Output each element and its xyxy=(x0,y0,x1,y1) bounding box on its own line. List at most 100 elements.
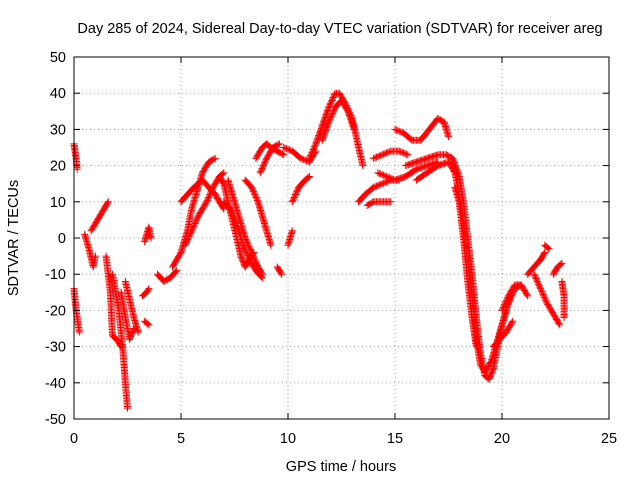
data-point xyxy=(325,104,333,112)
data-point xyxy=(257,166,265,174)
data-point xyxy=(374,153,382,161)
data-point xyxy=(530,270,538,278)
data-point xyxy=(533,277,541,285)
data-points xyxy=(70,89,568,412)
data-point xyxy=(309,147,317,155)
data-point xyxy=(499,304,507,312)
y-tick-label: -30 xyxy=(45,340,66,356)
data-point xyxy=(278,270,286,278)
data-point xyxy=(290,193,298,201)
data-point xyxy=(359,162,367,170)
data-point xyxy=(380,171,388,179)
data-point xyxy=(502,298,510,306)
data-point xyxy=(377,151,385,159)
data-point xyxy=(134,328,142,336)
data-point xyxy=(229,212,237,220)
data-point xyxy=(253,196,261,204)
data-point xyxy=(220,169,228,177)
data-point xyxy=(531,273,539,281)
data-point xyxy=(326,101,334,109)
data-point xyxy=(370,154,378,162)
data-point xyxy=(291,191,299,199)
data-point xyxy=(207,188,215,196)
data-point xyxy=(558,259,566,267)
chart-title: Day 285 of 2024, Sidereal Day-to-day VTE… xyxy=(77,21,602,37)
data-point xyxy=(244,253,252,261)
data-point xyxy=(203,196,211,204)
data-point xyxy=(499,305,507,313)
data-point xyxy=(329,95,337,103)
data-point xyxy=(328,96,336,104)
data-point xyxy=(539,290,547,298)
data-point xyxy=(206,191,214,199)
data-point xyxy=(306,153,314,161)
data-point xyxy=(540,292,548,300)
data-point xyxy=(211,154,219,162)
data-point xyxy=(256,169,264,177)
data-point xyxy=(304,173,312,181)
data-point xyxy=(397,148,405,156)
data-point xyxy=(210,155,218,163)
data-point xyxy=(229,211,237,219)
y-tick-label: 0 xyxy=(58,231,66,247)
data-point xyxy=(325,102,333,110)
data-point xyxy=(190,222,198,230)
data-point xyxy=(297,154,305,162)
data-point xyxy=(384,173,392,181)
data-point xyxy=(502,296,510,304)
data-point xyxy=(395,147,403,155)
data-point xyxy=(536,283,544,291)
data-point xyxy=(242,247,250,255)
data-point xyxy=(555,320,563,328)
data-point xyxy=(329,94,337,102)
data-point xyxy=(500,302,508,310)
data-point xyxy=(309,146,317,154)
data-point xyxy=(472,343,480,351)
data-point xyxy=(239,241,247,249)
data-point xyxy=(532,275,540,283)
data-point xyxy=(129,326,137,334)
data-point xyxy=(370,183,378,191)
data-point xyxy=(240,244,248,252)
data-point xyxy=(189,224,197,232)
data-point xyxy=(371,183,379,191)
data-point xyxy=(538,288,546,296)
data-point xyxy=(501,301,509,309)
data-point xyxy=(259,163,267,171)
data-point xyxy=(205,193,213,201)
data-point xyxy=(184,235,192,243)
data-point xyxy=(524,292,532,300)
data-point xyxy=(374,182,382,190)
data-point xyxy=(397,128,405,136)
data-point xyxy=(557,260,565,268)
data-point xyxy=(382,149,390,157)
y-tick-label: -40 xyxy=(45,376,66,392)
data-point xyxy=(378,151,386,159)
data-point xyxy=(371,154,379,162)
data-point xyxy=(560,314,568,322)
data-point xyxy=(325,118,333,126)
data-point xyxy=(330,107,338,115)
data-point xyxy=(250,189,258,197)
data-point xyxy=(228,208,236,216)
data-point xyxy=(400,149,408,157)
data-point xyxy=(535,280,543,288)
data-point xyxy=(250,188,258,196)
data-point xyxy=(293,188,301,196)
data-point xyxy=(326,115,334,123)
data-point xyxy=(372,153,380,161)
data-point xyxy=(186,231,194,239)
data-point xyxy=(208,186,216,194)
x-tick-label: 5 xyxy=(177,431,185,447)
data-point xyxy=(445,133,452,141)
data-point xyxy=(556,321,564,329)
axis-ticks xyxy=(73,56,610,420)
data-point xyxy=(544,244,552,252)
data-point xyxy=(261,157,269,165)
data-point xyxy=(394,127,402,135)
data-point xyxy=(392,126,400,134)
data-point xyxy=(538,289,546,297)
data-point xyxy=(537,286,545,294)
data-point xyxy=(381,178,389,186)
data-point xyxy=(501,299,509,307)
